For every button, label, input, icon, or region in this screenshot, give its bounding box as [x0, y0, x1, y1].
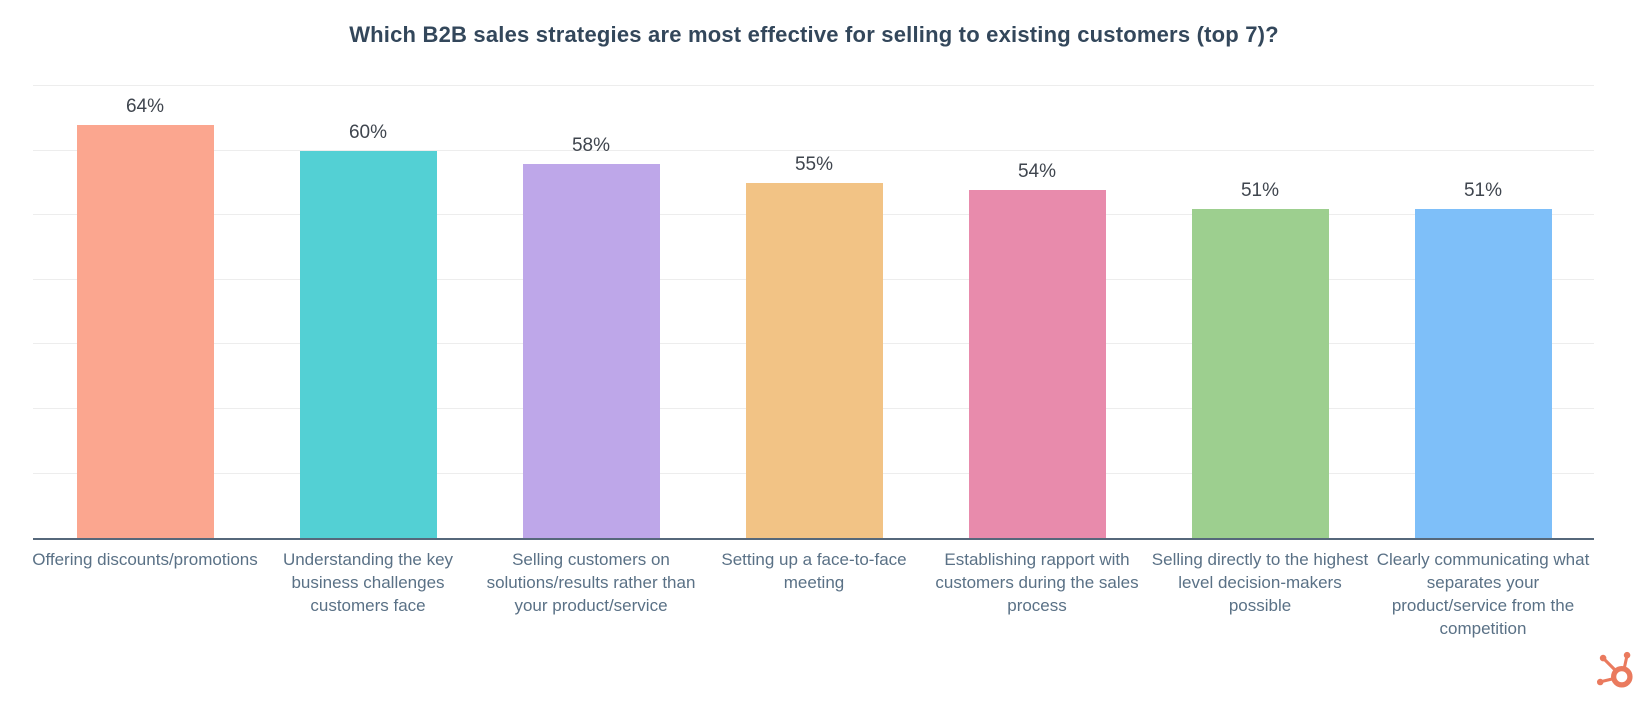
bar — [522, 163, 660, 538]
x-axis-category-label: Offering discounts/promotions — [32, 550, 258, 569]
bar-value-label: 60% — [348, 121, 388, 143]
x-axis-line — [33, 538, 1594, 540]
bar — [76, 125, 214, 538]
x-axis-category-label: Establishing rapport with customers duri… — [935, 550, 1139, 615]
x-axis-category-label: Selling directly to the highest level de… — [1151, 550, 1369, 615]
bar — [1414, 209, 1552, 538]
x-axis-category-label: Understanding the key business challenge… — [282, 550, 454, 615]
bar — [745, 183, 883, 538]
gridline — [33, 149, 1594, 151]
bar-value-label: 51% — [1240, 180, 1280, 202]
bar-value-label: 55% — [794, 154, 834, 176]
bar — [299, 150, 437, 538]
plot-area: 64% 60% 58% 55% 54% 51% 51% — [33, 80, 1594, 540]
bar — [1191, 209, 1329, 538]
bar-value-label: 54% — [1017, 160, 1057, 182]
bar — [968, 189, 1106, 538]
hubspot-sprocket-icon — [1596, 651, 1633, 688]
chart-title: Which B2B sales strategies are most effe… — [349, 22, 1279, 47]
x-axis-category-label: Clearly communicating what separates you… — [1376, 550, 1590, 638]
gridline — [33, 85, 1594, 87]
bar-value-label: 51% — [1463, 180, 1503, 202]
bar-value-label: 58% — [571, 134, 611, 156]
x-axis-category-label: Selling customers on solutions/results r… — [486, 550, 696, 615]
x-axis-category-label: Setting up a face-to-face meeting — [721, 550, 907, 592]
bar-value-label: 64% — [125, 96, 165, 118]
